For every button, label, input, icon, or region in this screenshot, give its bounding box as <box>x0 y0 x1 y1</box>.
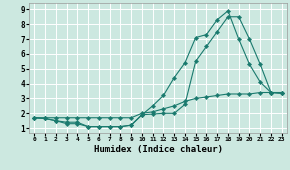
X-axis label: Humidex (Indice chaleur): Humidex (Indice chaleur) <box>94 144 222 154</box>
